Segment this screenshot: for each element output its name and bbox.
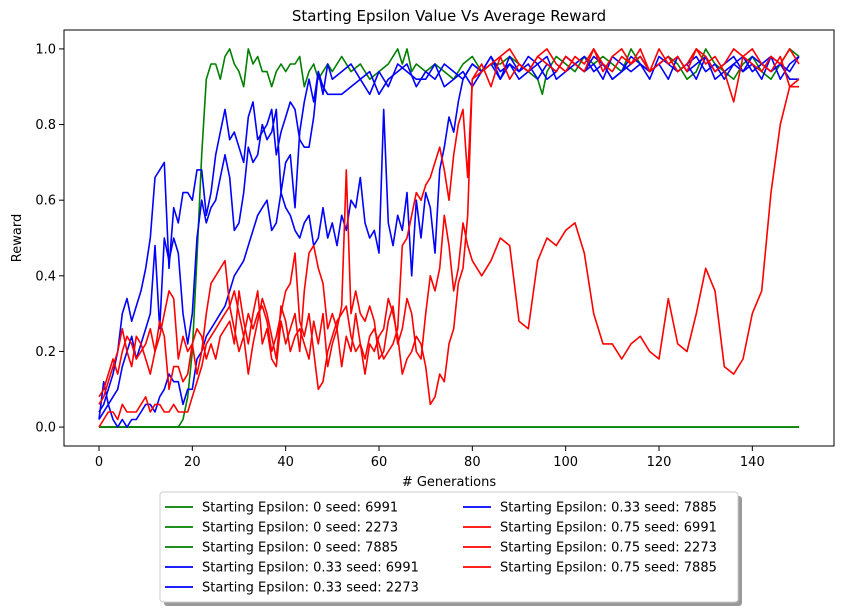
x-tick-label: 120: [647, 455, 672, 470]
series-line-5: [98, 55, 800, 420]
x-tick-label: 40: [277, 455, 294, 470]
y-axis-title: Reward: [10, 214, 25, 262]
legend-label: Starting Epsilon: 0.33 seed: 6991: [202, 561, 419, 576]
legend-label: Starting Epsilon: 0 seed: 2273: [202, 521, 398, 536]
y-axis: 0.0 0.2 0.4 0.6 0.8 1.0: [35, 42, 64, 436]
x-axis: 0 20 40 60 80 100 120 140: [95, 446, 765, 470]
legend-label: Starting Epsilon: 0 seed: 6991: [202, 501, 398, 516]
legend-label: Starting Epsilon: 0.75 seed: 2273: [500, 541, 717, 556]
legend-label: Starting Epsilon: 0.33 seed: 7885: [500, 501, 717, 516]
series-line-4: [98, 55, 799, 413]
y-tick-label: 0.4: [35, 269, 56, 284]
series-line-9: [98, 48, 799, 428]
y-tick-label: 0.2: [35, 345, 56, 360]
x-tick-label: 140: [740, 455, 765, 470]
legend-label: Starting Epsilon: 0 seed: 7885: [202, 541, 398, 556]
y-tick-label: 0.6: [35, 194, 56, 209]
legend-label: Starting Epsilon: 0.75 seed: 6991: [500, 521, 717, 536]
series-line-7: [98, 48, 800, 398]
x-axis-title: # Generations: [402, 475, 497, 490]
plot-frame: [63, 29, 835, 447]
x-tick-label: 80: [464, 455, 481, 470]
y-tick-label: 1.0: [35, 42, 56, 57]
y-tick-label: 0.0: [35, 421, 56, 436]
series-line-3: [99, 48, 800, 428]
x-tick-label: 60: [371, 455, 388, 470]
x-tick-label: 20: [184, 455, 201, 470]
legend-items: Starting Epsilon: 0 seed: 6991 Starting E…: [165, 501, 717, 596]
plot-lines: [98, 48, 800, 428]
legend-box: [159, 491, 739, 603]
chart-title: Starting Epsilon Value Vs Average Reward: [292, 7, 606, 25]
series-line-8: [98, 78, 800, 405]
x-tick-label: 100: [553, 455, 578, 470]
legend-label: Starting Epsilon: 0.33 seed: 2273: [202, 581, 419, 596]
y-tick-label: 0.8: [35, 118, 56, 133]
series-line-6: [98, 55, 800, 428]
legend-label: Starting Epsilon: 0.75 seed: 7885: [500, 561, 717, 576]
x-tick-label: 0: [95, 455, 103, 470]
legend: Starting Epsilon: 0 seed: 6991 Starting E…: [159, 491, 742, 606]
